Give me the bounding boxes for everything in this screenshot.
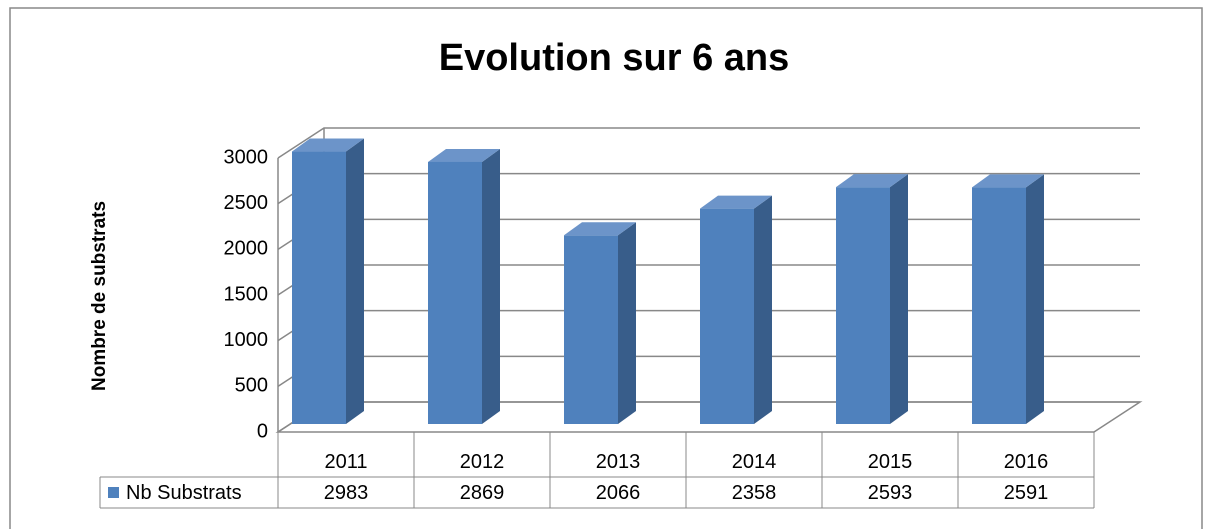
- y-tick-label: 3000: [224, 146, 269, 168]
- bar: [700, 208, 754, 424]
- y-tick-label: 1500: [224, 283, 269, 305]
- grid-line: [277, 127, 1140, 159]
- bar-top: [292, 138, 364, 152]
- bar-top: [700, 195, 772, 209]
- bar: [836, 187, 890, 424]
- legend-label: Nb Substrats: [126, 482, 242, 504]
- bar: [564, 235, 618, 424]
- chart-title: Evolution sur 6 ans: [439, 37, 790, 79]
- y-tick-label: 0: [257, 420, 268, 442]
- bar-side: [618, 222, 636, 424]
- x-tick-label: 2016: [1004, 451, 1049, 473]
- bar: [972, 187, 1026, 424]
- bar-side: [890, 174, 908, 424]
- y-tick-label: 1000: [224, 329, 269, 351]
- table-value: 2066: [596, 482, 641, 504]
- bar-side: [1026, 174, 1044, 424]
- table-value: 2593: [868, 482, 913, 504]
- x-tick-label: 2012: [460, 451, 505, 473]
- bar: [428, 161, 482, 424]
- bar-side: [754, 195, 772, 424]
- bar-top: [564, 222, 636, 236]
- legend-swatch: [108, 487, 119, 498]
- bar-top: [836, 174, 908, 188]
- bar-side: [346, 138, 364, 424]
- y-tick-label: 2000: [224, 238, 269, 260]
- table-value: 2983: [324, 482, 369, 504]
- x-tick-label: 2013: [596, 451, 641, 473]
- bar: [292, 151, 346, 424]
- bar-top: [428, 148, 500, 162]
- table-value: 2591: [1004, 482, 1049, 504]
- bar-top: [972, 174, 1044, 188]
- y-tick-label: 2500: [224, 192, 269, 214]
- x-tick-label: 2014: [732, 451, 777, 473]
- x-tick-label: 2011: [324, 451, 367, 473]
- table-value: 2869: [460, 482, 505, 504]
- bar-side: [482, 148, 500, 424]
- table-value: 2358: [732, 482, 777, 504]
- x-tick-label: 2015: [868, 451, 913, 473]
- y-axis-label: Nombre de substrats: [89, 201, 110, 391]
- y-tick-label: 500: [235, 375, 268, 397]
